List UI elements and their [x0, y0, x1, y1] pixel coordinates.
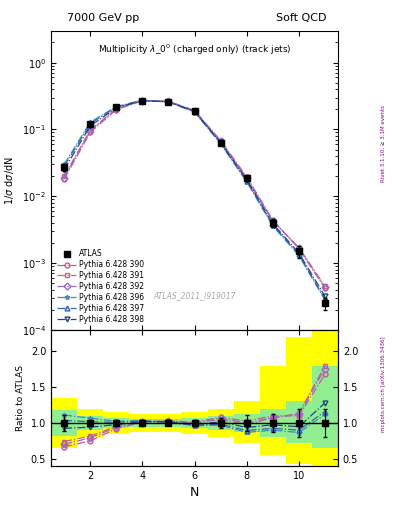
Pythia 6.428 397	[166, 99, 171, 105]
Pythia 6.428 398	[192, 109, 197, 115]
Pythia 6.428 397	[296, 251, 301, 258]
Pythia 6.428 398	[244, 177, 249, 183]
Pythia 6.428 390	[62, 176, 66, 182]
Pythia 6.428 391	[192, 108, 197, 114]
Pythia 6.428 392	[323, 284, 327, 290]
Text: Soft QCD: Soft QCD	[276, 13, 326, 23]
Text: Multiplicity $\lambda\_0^0$ (charged only) (track jets): Multiplicity $\lambda\_0^0$ (charged onl…	[98, 42, 291, 57]
Pythia 6.428 396	[270, 223, 275, 229]
Legend: ATLAS, Pythia 6.428 390, Pythia 6.428 391, Pythia 6.428 392, Pythia 6.428 396, P: ATLAS, Pythia 6.428 390, Pythia 6.428 39…	[55, 247, 147, 326]
Pythia 6.428 397	[192, 109, 197, 115]
Text: ATLAS_2011_I919017: ATLAS_2011_I919017	[153, 291, 236, 300]
Pythia 6.428 398	[323, 293, 327, 299]
Pythia 6.428 392	[166, 98, 171, 104]
Pythia 6.428 390	[323, 285, 327, 291]
Pythia 6.428 392	[244, 175, 249, 181]
Pythia 6.428 390	[114, 106, 119, 113]
Pythia 6.428 392	[62, 175, 66, 181]
Pythia 6.428 396	[218, 141, 223, 147]
Pythia 6.428 390	[270, 217, 275, 223]
Line: Pythia 6.428 396: Pythia 6.428 396	[62, 98, 327, 303]
Pythia 6.428 396	[296, 252, 301, 259]
Pythia 6.428 397	[88, 121, 93, 127]
Pythia 6.428 396	[166, 99, 171, 105]
Pythia 6.428 391	[218, 138, 223, 144]
Line: Pythia 6.428 392: Pythia 6.428 392	[62, 98, 327, 289]
Pythia 6.428 396	[140, 97, 145, 103]
Pythia 6.428 392	[218, 138, 223, 144]
Pythia 6.428 397	[323, 296, 327, 302]
Line: Pythia 6.428 398: Pythia 6.428 398	[62, 98, 327, 298]
Pythia 6.428 391	[62, 173, 66, 179]
Pythia 6.428 398	[62, 166, 66, 173]
Pythia 6.428 397	[270, 222, 275, 228]
Line: Pythia 6.428 390: Pythia 6.428 390	[62, 98, 327, 291]
Pythia 6.428 398	[114, 105, 119, 111]
Pythia 6.428 397	[140, 97, 145, 103]
Pythia 6.428 392	[296, 245, 301, 251]
Pythia 6.428 397	[62, 163, 66, 169]
Pythia 6.428 398	[270, 221, 275, 227]
Pythia 6.428 390	[140, 98, 145, 104]
Line: Pythia 6.428 391: Pythia 6.428 391	[62, 98, 327, 289]
Pythia 6.428 392	[140, 98, 145, 104]
Pythia 6.428 392	[88, 128, 93, 134]
Pythia 6.428 391	[114, 105, 119, 112]
Pythia 6.428 390	[192, 108, 197, 114]
Line: Pythia 6.428 397: Pythia 6.428 397	[62, 98, 327, 302]
Pythia 6.428 392	[270, 218, 275, 224]
Pythia 6.428 391	[296, 245, 301, 251]
Pythia 6.428 398	[166, 99, 171, 105]
Y-axis label: 1/$\sigma$ d$\sigma$/dN: 1/$\sigma$ d$\sigma$/dN	[4, 156, 17, 205]
Text: Rivet 3.1.10; ≥ 3.1M events: Rivet 3.1.10; ≥ 3.1M events	[381, 105, 386, 182]
Pythia 6.428 397	[244, 178, 249, 184]
Pythia 6.428 398	[140, 97, 145, 103]
Pythia 6.428 391	[140, 97, 145, 103]
Pythia 6.428 397	[218, 140, 223, 146]
Pythia 6.428 390	[88, 130, 93, 136]
X-axis label: N: N	[190, 486, 199, 499]
Pythia 6.428 391	[88, 127, 93, 133]
Text: 7000 GeV pp: 7000 GeV pp	[67, 13, 139, 23]
Y-axis label: Ratio to ATLAS: Ratio to ATLAS	[16, 365, 25, 431]
Pythia 6.428 398	[296, 250, 301, 256]
Pythia 6.428 398	[88, 123, 93, 129]
Pythia 6.428 391	[323, 283, 327, 289]
Pythia 6.428 396	[88, 119, 93, 125]
Pythia 6.428 391	[270, 218, 275, 224]
Pythia 6.428 396	[114, 103, 119, 110]
Pythia 6.428 392	[192, 108, 197, 114]
Pythia 6.428 392	[114, 106, 119, 112]
Pythia 6.428 390	[218, 138, 223, 144]
Pythia 6.428 390	[296, 245, 301, 251]
Pythia 6.428 391	[166, 98, 171, 104]
Pythia 6.428 390	[166, 98, 171, 104]
Pythia 6.428 396	[62, 161, 66, 167]
Pythia 6.428 396	[192, 109, 197, 115]
Pythia 6.428 396	[244, 179, 249, 185]
Pythia 6.428 391	[244, 175, 249, 181]
Pythia 6.428 396	[323, 297, 327, 303]
Pythia 6.428 397	[114, 104, 119, 110]
Text: mcplots.cern.ch [arXiv:1306.3436]: mcplots.cern.ch [arXiv:1306.3436]	[381, 336, 386, 432]
Pythia 6.428 398	[218, 139, 223, 145]
Pythia 6.428 390	[244, 174, 249, 180]
